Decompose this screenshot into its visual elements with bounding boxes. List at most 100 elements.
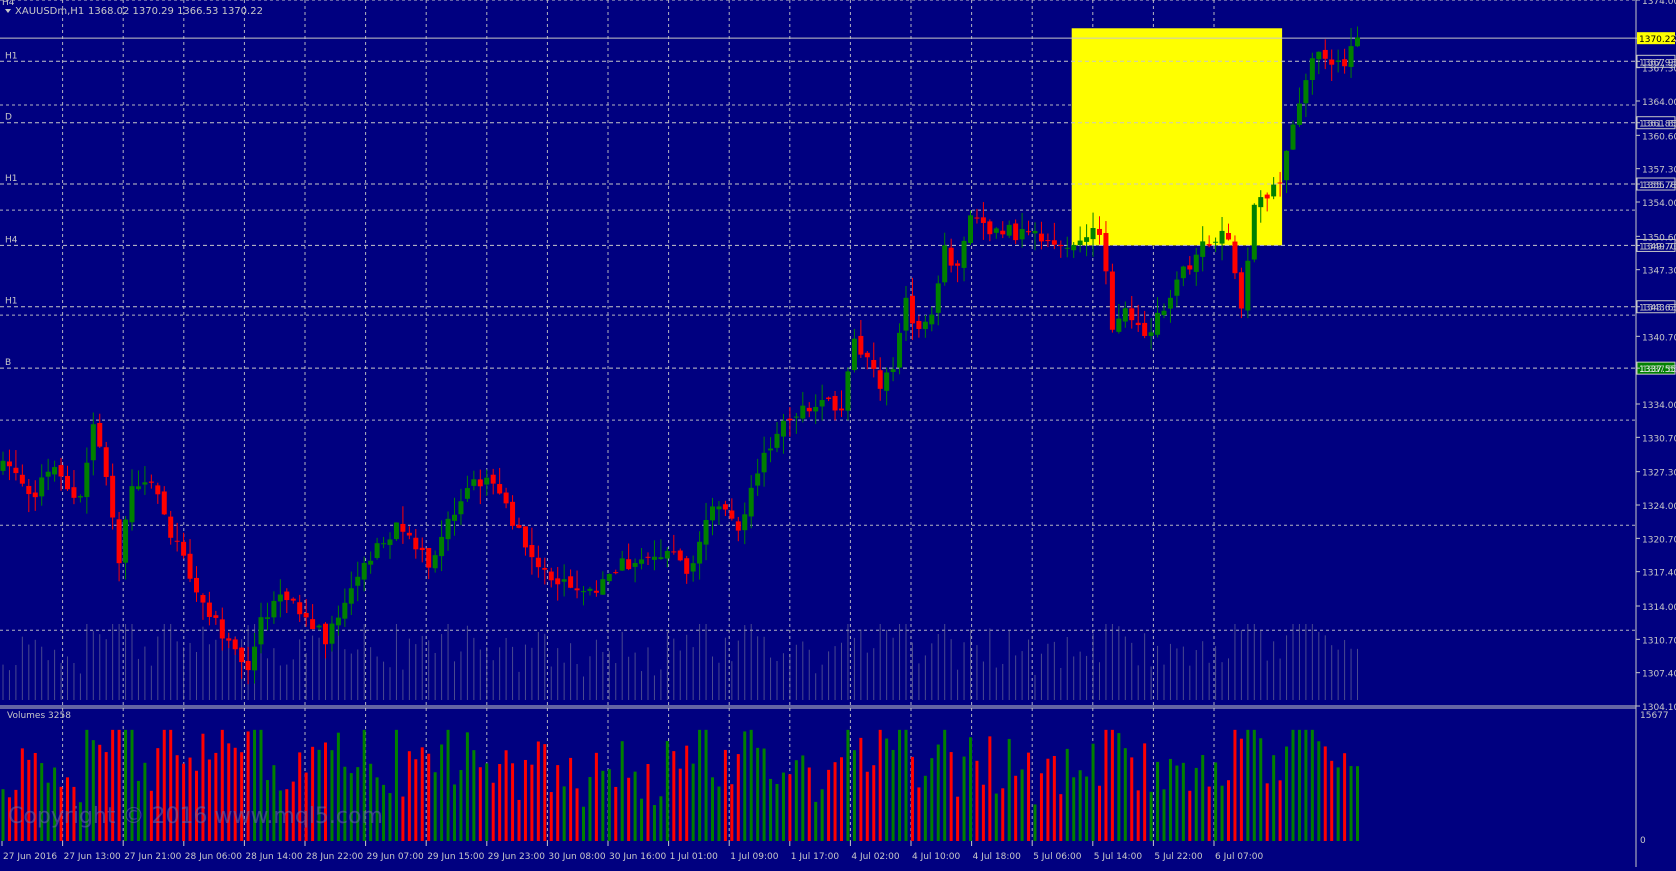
candle-body [987, 221, 993, 235]
time-axis: 27 Jun 2016 27 Jun 13:00 27 Jun 21:00 28 Ju… [1, 841, 1264, 862]
candle-body [123, 519, 129, 563]
volume-bar [910, 756, 914, 841]
level-price-text: 1367.93 [1639, 58, 1676, 68]
volume-bar [78, 802, 82, 841]
volume-bar [369, 763, 373, 841]
volume-bar [975, 760, 979, 841]
candle-body [832, 395, 838, 411]
price-tick-label: 1374.00 [1642, 0, 1676, 7]
level-label: H1 [5, 174, 18, 184]
candle-body [484, 477, 490, 485]
candle-body [529, 545, 535, 558]
volume-bar [504, 750, 508, 841]
dropdown-arrow-icon[interactable] [5, 9, 11, 13]
volume-bar [195, 770, 198, 841]
highlight-box[interactable] [1071, 28, 1283, 246]
watermark: Copyright © 2016 www.mql5.com [8, 804, 383, 829]
volume-bar [840, 757, 843, 841]
volume-bar [852, 750, 856, 841]
volume-bar [433, 772, 437, 841]
price-tick-label: 1364.00 [1642, 98, 1676, 108]
volume-bar [401, 796, 405, 841]
candle-body [1051, 240, 1057, 245]
candle-body [658, 557, 664, 560]
candle-body [1084, 237, 1090, 242]
volume-bar [498, 764, 502, 841]
candle-body [1258, 197, 1264, 208]
price-tick-label: 1349.70 [1642, 242, 1676, 252]
candle-body [226, 638, 232, 641]
candle-body [6, 461, 12, 467]
volume-bar [156, 748, 160, 841]
candle-body [387, 539, 393, 545]
candle-body [458, 501, 464, 515]
time-tick-label: 29 Jun 23:00 [488, 852, 545, 862]
candle-body [213, 615, 219, 618]
candle-body [77, 496, 83, 498]
volume-bar [1136, 790, 1140, 841]
volume-bar [1201, 755, 1205, 841]
volume-bar [136, 780, 140, 841]
candle-body [581, 591, 586, 593]
current-price-text: 1370.22 [1639, 35, 1676, 45]
volume-bar [246, 731, 250, 841]
volume-bar [981, 784, 985, 841]
volume-bar [253, 729, 257, 841]
candle-body [1135, 322, 1141, 326]
volume-bar [362, 729, 366, 841]
level-price-text: 1349.70 [1639, 242, 1676, 252]
volume-bar [394, 729, 398, 841]
volume-bar [588, 777, 592, 841]
volume-max-tick: 15677 [1640, 711, 1669, 721]
volume-bar [1143, 743, 1147, 841]
volume-bar [859, 737, 863, 841]
candle-body [613, 572, 619, 574]
candle-body [200, 595, 206, 603]
volume-bar [523, 759, 527, 841]
level-label: D [5, 113, 12, 123]
volume-bar [691, 763, 695, 841]
volume-bar [640, 798, 644, 841]
volume-bar [317, 749, 321, 841]
volume-bar [878, 729, 882, 841]
candle-body [26, 485, 32, 495]
volume-bar [117, 729, 121, 841]
volume-bar [356, 767, 360, 841]
candle-body [1355, 37, 1360, 47]
candle-body [258, 617, 264, 645]
volume-bar [865, 771, 869, 841]
candle-body [1077, 240, 1083, 245]
price-tick-label: 1340.70 [1642, 333, 1676, 343]
candle-body [1174, 279, 1180, 296]
candle-body [1071, 244, 1077, 251]
volume-bar [1059, 794, 1063, 841]
price-tick-label: 1357.30 [1642, 166, 1676, 176]
candle-body [181, 541, 187, 556]
volume-bar [1285, 746, 1289, 841]
candle-body [1335, 60, 1341, 62]
candle-body [1180, 266, 1186, 279]
time-tick-label: 30 Jun 08:00 [548, 852, 605, 862]
volume-bar [485, 763, 489, 841]
candle-body [916, 320, 922, 329]
candle-body [219, 619, 225, 639]
volume-bar [40, 763, 44, 841]
candle-body [664, 551, 670, 559]
candle-body [232, 639, 238, 650]
candlesticks [0, 26, 1360, 685]
candle-body [490, 474, 496, 484]
candle-body [735, 521, 741, 531]
candle-body [1193, 254, 1199, 272]
level-lines: H1 1367.93 D 1361.85 H1 1355.78 H4 1349.70 H1 134… [0, 37, 1676, 375]
volume-bar [601, 770, 605, 841]
volume-bar [723, 749, 727, 841]
volume-bar [272, 765, 276, 841]
volume-bar [472, 750, 476, 841]
candle-body [1058, 244, 1064, 247]
candle-body [206, 602, 212, 617]
volume-bar [575, 788, 579, 841]
candle-body [19, 474, 25, 484]
volume-bar [627, 777, 631, 841]
